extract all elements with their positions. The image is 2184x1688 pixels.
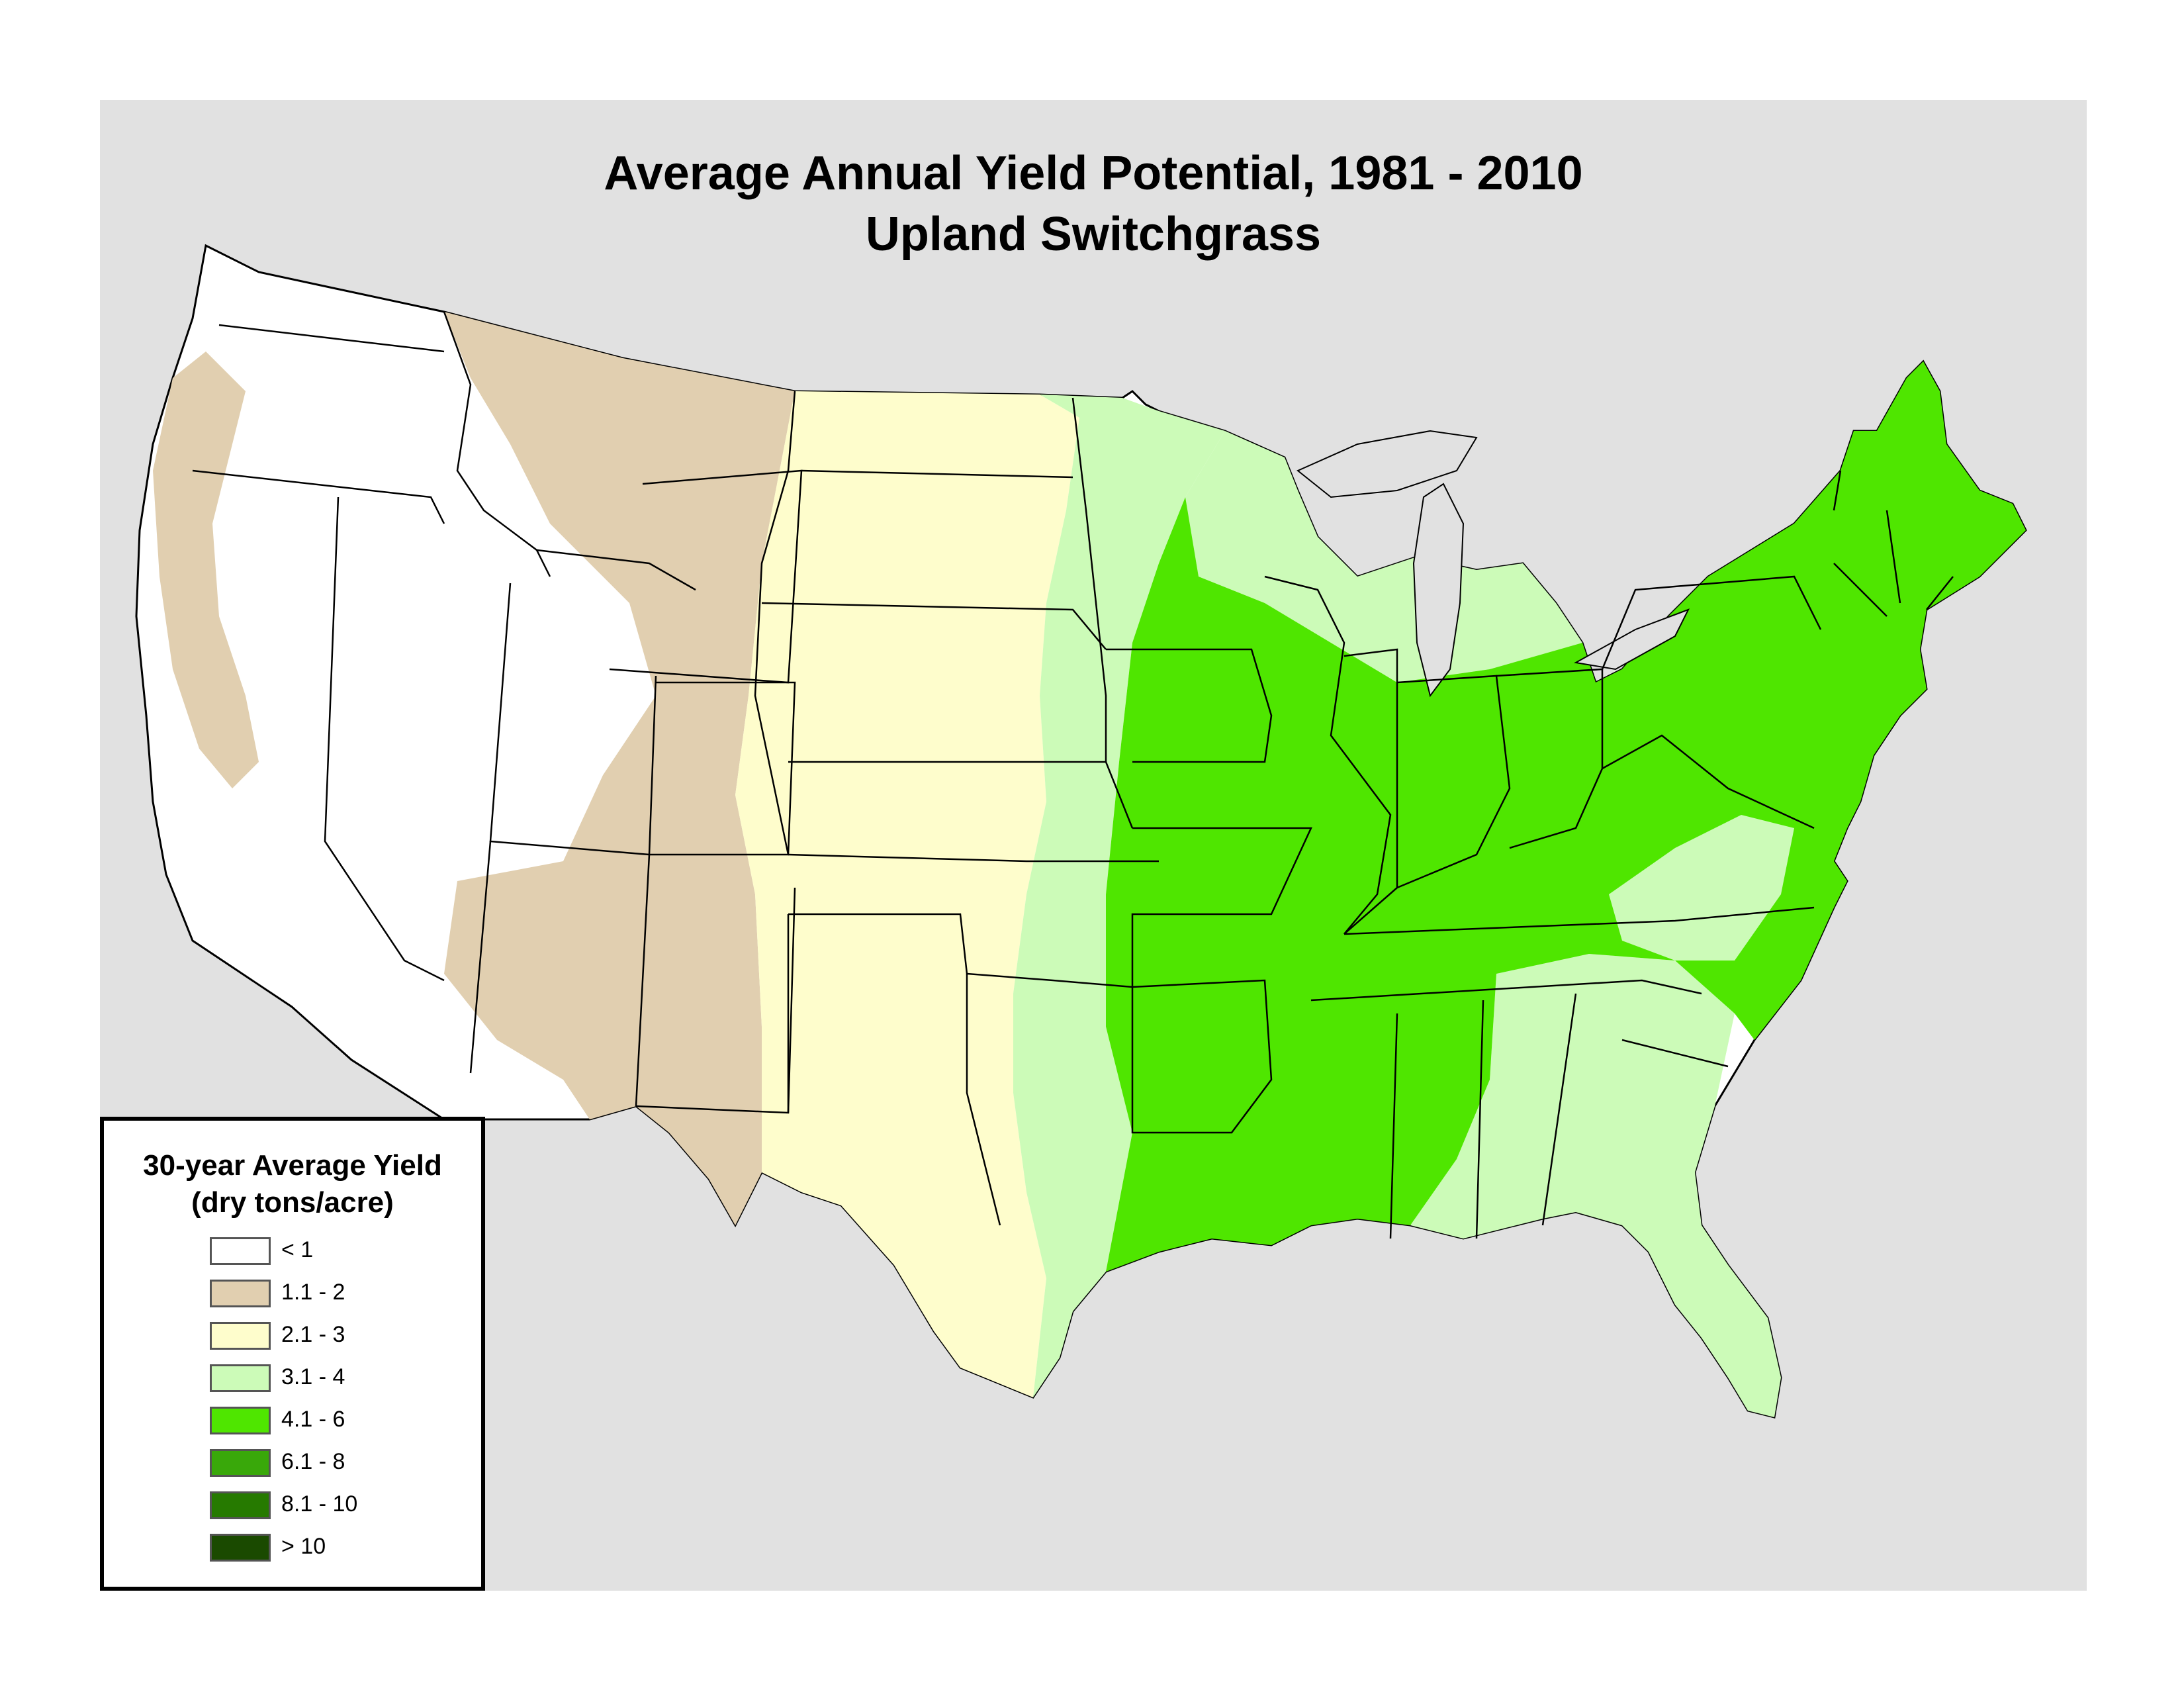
region-tan-rockies [444,312,795,1225]
map-frame: Average Annual Yield Potential, 1981 - 2… [100,100,2087,1591]
state-boundaries [192,311,1954,1239]
legend-swatch [210,1407,271,1434]
legend-swatch [210,1534,271,1562]
legend-title: 30-year Average Yield (dry tons/acre) [104,1147,481,1221]
legend: 30-year Average Yield (dry tons/acre) < … [100,1117,485,1591]
legend-swatch [210,1237,271,1265]
legend-label: 8.1 - 10 [281,1491,358,1517]
map-title: Average Annual Yield Potential, 1981 - 2… [100,143,2087,265]
legend-label: > 10 [281,1534,326,1559]
map-title-line2: Upland Switchgrass [865,208,1322,261]
texas-border [635,914,1001,1226]
legend-title-line2: (dry tons/acre) [191,1186,394,1219]
lake-superior [1297,430,1478,498]
legend-label: 2.1 - 3 [281,1322,345,1347]
legend-swatch [210,1280,271,1307]
legend-title-line1: 30-year Average Yield [143,1149,442,1182]
legend-label: < 1 [281,1237,314,1262]
region-cream-plains [735,391,1079,1397]
region-lightgreen-piedmont [1609,815,1794,961]
legend-label: 3.1 - 4 [281,1364,345,1389]
region-lightgreen-west [1013,395,1225,1397]
region-lightgreen-southeast [1410,954,1781,1417]
legend-label: 1.1 - 2 [281,1280,345,1305]
legend-label: 4.1 - 6 [281,1407,345,1432]
legend-swatch [210,1449,271,1477]
legend-swatch [210,1322,271,1350]
legend-swatch [210,1364,271,1392]
region-tan-pacific [153,352,259,788]
map-title-line1: Average Annual Yield Potential, 1981 - 2… [604,147,1583,200]
us-yield-map [135,244,2027,1419]
legend-label: 6.1 - 8 [281,1449,345,1474]
lake-michigan [1412,483,1465,698]
region-green-core [1106,361,2026,1272]
lake-erie [1574,608,1690,671]
legend-swatch [210,1491,271,1519]
region-lightgreen-north [1185,431,1582,682]
